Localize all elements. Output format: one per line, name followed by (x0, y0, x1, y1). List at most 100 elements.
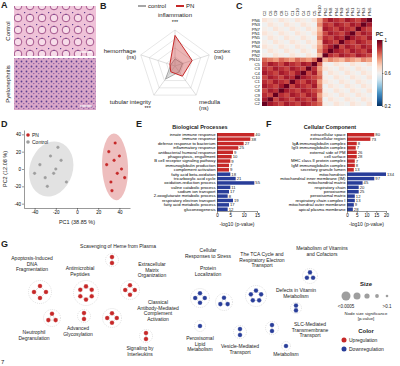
cell (284, 62, 290, 67)
heatmap-cells (262, 18, 372, 106)
cell (306, 40, 312, 45)
cell (334, 27, 340, 32)
cluster (303, 269, 318, 284)
cell (334, 75, 340, 80)
tick: -40 (32, 208, 39, 215)
cell (334, 58, 340, 63)
cell (279, 44, 285, 49)
cell (367, 97, 373, 102)
cell (290, 44, 296, 49)
cell (317, 58, 323, 63)
cell (268, 53, 274, 58)
panel-label: G (1, 239, 8, 249)
scale-bar (80, 51, 92, 52)
cell (323, 88, 329, 93)
cell (284, 84, 290, 89)
figure: ControlPyelonephritisABinflammation***co… (0, 0, 400, 366)
cluster (291, 303, 302, 314)
cell (290, 97, 296, 102)
cell (317, 40, 323, 45)
cluster (282, 342, 291, 351)
cell (328, 27, 334, 32)
cell (350, 36, 356, 41)
bars (217, 133, 254, 211)
cell (279, 88, 285, 93)
cell (317, 49, 323, 54)
cell (279, 27, 285, 32)
cell (295, 58, 301, 63)
tick-mark (22, 169, 24, 170)
axis-title: PC2 (12.08 %) (2, 151, 8, 187)
pathway-node (193, 296, 198, 301)
cluster-outline (121, 281, 140, 300)
cell (356, 22, 362, 27)
tick-label: 20 (384, 213, 390, 218)
cell (356, 62, 362, 67)
cell (268, 44, 274, 49)
cell (345, 18, 351, 23)
pathway-node (123, 288, 128, 293)
cell (350, 49, 356, 54)
cell (306, 102, 312, 106)
cluster-outline (195, 321, 206, 332)
cell (273, 31, 279, 36)
cell (273, 53, 279, 58)
cell (284, 40, 290, 45)
cell (361, 53, 367, 58)
cluster (195, 321, 206, 332)
cell (295, 31, 301, 36)
cell (301, 97, 307, 102)
cell (284, 22, 290, 27)
cell (323, 84, 329, 89)
cell (295, 88, 301, 93)
tick-label: 0 (18, 167, 21, 172)
cell (284, 31, 290, 36)
cell (317, 84, 323, 89)
tick-label: 40 (117, 210, 123, 215)
pathway-node (144, 337, 149, 342)
cell (312, 88, 318, 93)
tick-mark (382, 73, 384, 74)
cell (301, 27, 307, 32)
cell (268, 31, 274, 36)
cell (262, 40, 268, 45)
legend-label: PN (186, 3, 194, 9)
size-swatch (386, 295, 389, 298)
pathway-node (308, 270, 313, 275)
tick: 0.2 (382, 104, 391, 109)
column-label: PN4 (334, 7, 339, 16)
cell (284, 27, 290, 32)
pathway-node (294, 303, 299, 308)
cell (279, 80, 285, 85)
bar (217, 159, 230, 163)
cell (268, 66, 274, 71)
column-label: PN7 (356, 7, 361, 16)
cell (317, 88, 323, 93)
cell (279, 62, 285, 67)
cell (268, 40, 274, 45)
pathway-node (198, 301, 203, 306)
tick: 40 (16, 132, 24, 137)
cell (345, 36, 351, 41)
cell (334, 22, 340, 27)
cell (339, 62, 345, 67)
pathway-node (198, 291, 203, 296)
tick: -20 (53, 208, 60, 215)
tick-mark (22, 186, 24, 187)
cell (345, 84, 351, 89)
point (33, 172, 37, 176)
cell (334, 40, 340, 45)
cell (295, 40, 301, 45)
pathway-node (53, 318, 58, 323)
legend-label: Downregulation (349, 346, 384, 352)
column-label: PN6 (367, 7, 372, 16)
cell (323, 75, 329, 80)
cell (284, 75, 290, 80)
cell (328, 49, 334, 54)
cluster (216, 294, 233, 311)
radar-area (170, 35, 192, 76)
cell (350, 27, 356, 32)
cell (339, 71, 345, 76)
cell (339, 80, 345, 85)
column-label: PN3 (361, 7, 366, 16)
